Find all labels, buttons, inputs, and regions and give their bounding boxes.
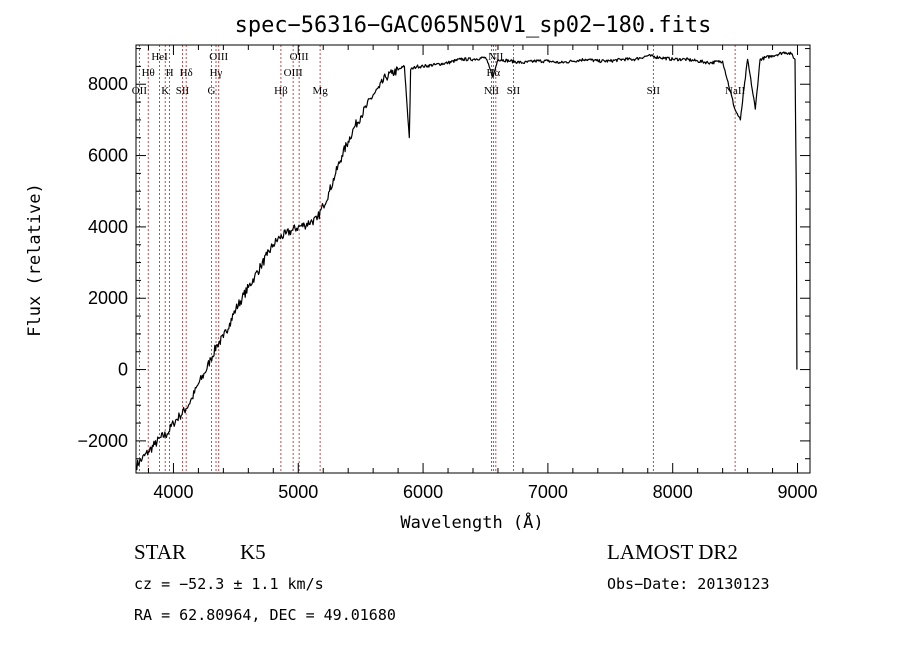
object-subclass: K5 [240,540,266,564]
y-tick-label: 8000 [88,74,128,94]
observation-date: Obs−Date: 20130123 [607,575,770,593]
spectral-line-label: H [166,67,174,79]
spectral-line-label: OIII [290,51,309,63]
y-tick-label: 4000 [88,217,128,237]
y-axis-label: Flux (relative) [25,183,45,337]
spectral-line-label: Hθ [142,67,155,79]
x-axis: 4000 5000 6000 7000 8000 9000 [147,45,818,502]
object-class: STAR [134,540,186,564]
x-tick-label: 9000 [777,482,817,502]
x-tick-label: 8000 [653,482,693,502]
y-tick-label: −2000 [77,431,128,451]
x-tick-label: 5000 [278,482,318,502]
x-tick-label: 7000 [528,482,568,502]
chart-title: spec−56316−GAC065N50V1_sp02−180.fits [235,13,712,38]
x-tick-label: 4000 [153,482,193,502]
spectral-line-label: NaII [725,85,745,97]
spectral-line-markers [138,45,736,473]
y-tick-label: 6000 [88,146,128,166]
spectral-line-label: SII [176,85,190,97]
coordinates: RA = 62.80964, DEC = 49.01680 [134,606,396,624]
y-tick-label: 0 [118,360,128,380]
spectral-line-label: K [161,85,169,97]
spectral-line-label: OIII [209,51,228,63]
spectral-line-label: Hβ [274,85,288,97]
spectral-line-label: OIII [284,67,303,79]
x-axis-label: Wavelength (Å) [400,511,543,533]
y-axis: −2000 0 2000 4000 6000 8000 [77,48,810,460]
redshift-cz: cz = −52.3 ± 1.1 km/s [134,575,324,593]
spectral-line-label: NII [484,85,500,97]
y-tick-label: 2000 [88,288,128,308]
spectral-line-label: NII [488,51,504,63]
survey-name: LAMOST DR2 [607,540,738,564]
spectral-line-label: HeI [151,51,168,63]
spectral-line-label: OII [132,85,148,97]
spectral-line-label: G [208,85,216,97]
spectrum-line [135,51,798,471]
spectral-line-label: Hδ [180,67,193,79]
spectral-line-label: SII [507,85,521,97]
x-tick-label: 6000 [403,482,443,502]
spectral-line-label: Mg [312,85,328,97]
plot-frame [135,44,811,474]
spectral-line-label: SII [647,85,661,97]
spectral-line-label: Hγ [210,67,223,79]
